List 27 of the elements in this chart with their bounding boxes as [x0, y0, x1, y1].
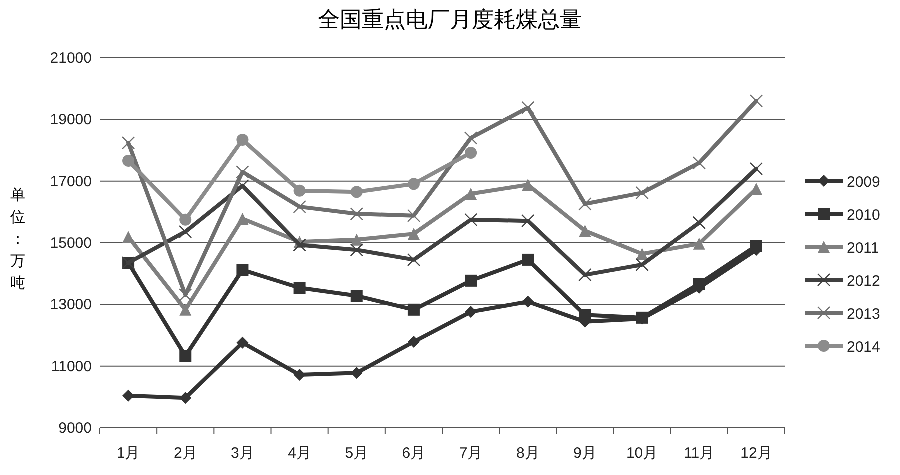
y-tick-label: 21000 [50, 50, 92, 67]
x-tick-label: 10月 [626, 445, 658, 462]
y-tick-label: 15000 [50, 235, 92, 252]
x-tick-label: 12月 [740, 445, 772, 462]
x-tick-label: 6月 [402, 445, 426, 462]
legend-label: 2013 [847, 306, 880, 323]
legend-label: 2014 [847, 339, 880, 356]
y-tick-label: 11000 [51, 358, 92, 376]
legend-label: 2009 [847, 174, 880, 191]
x-tick-label: 9月 [574, 445, 597, 462]
x-tick-label: 4月 [288, 445, 312, 462]
x-tick-label: 2月 [174, 445, 198, 462]
x-tick-label: 11月 [684, 445, 715, 462]
chart-title: 全国重点电厂月度耗煤总量 [318, 7, 582, 32]
legend-label: 2010 [847, 207, 880, 224]
y-axis-title: 单位：万吨 [10, 187, 26, 292]
x-tick-label: 1月 [116, 445, 140, 462]
legend-label: 2012 [847, 273, 880, 290]
y-tick-label: 19000 [50, 112, 92, 129]
y-tick-label: 13000 [50, 296, 92, 314]
y-tick-label: 9000 [58, 420, 92, 437]
y-tick-label: 17000 [50, 173, 92, 190]
x-tick-label: 7月 [459, 445, 483, 462]
x-tick-label: 5月 [345, 445, 369, 462]
x-tick-label: 3月 [231, 445, 254, 462]
x-tick-label: 8月 [516, 445, 540, 462]
legend-label: 2011 [847, 240, 880, 257]
